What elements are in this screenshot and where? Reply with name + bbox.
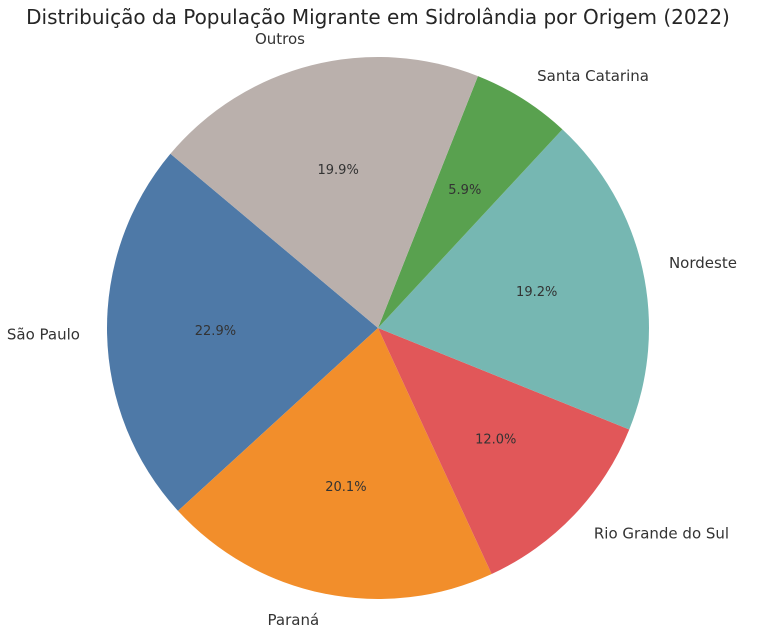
slice-percent-label: 12.0% (475, 433, 516, 448)
slice-label: Santa Catarina (537, 67, 649, 85)
slice-percent-label: 20.1% (325, 480, 366, 495)
slice-label: Outros (255, 30, 305, 48)
chart-title: Distribuição da População Migrante em Si… (26, 5, 730, 29)
slice-label: São Paulo (7, 325, 80, 343)
pie-slice-rio-grande-do-sul (378, 328, 630, 575)
slice-label: Rio Grande do Sul (594, 525, 729, 543)
slice-percent-label: 5.9% (448, 183, 481, 198)
pie-slice-outros (170, 57, 478, 329)
slice-label: Paraná (268, 611, 320, 629)
pie-slice-santa-catarina (378, 76, 563, 328)
pie-slice-nordeste (378, 129, 649, 430)
slice-percent-label: 22.9% (195, 324, 236, 339)
slice-label: Nordeste (669, 254, 737, 272)
pie-slice-paraná (178, 328, 492, 599)
slice-percent-label: 19.9% (318, 163, 359, 178)
slice-percent-label: 19.2% (516, 285, 557, 300)
pie-slice-são-paulo (107, 153, 378, 511)
